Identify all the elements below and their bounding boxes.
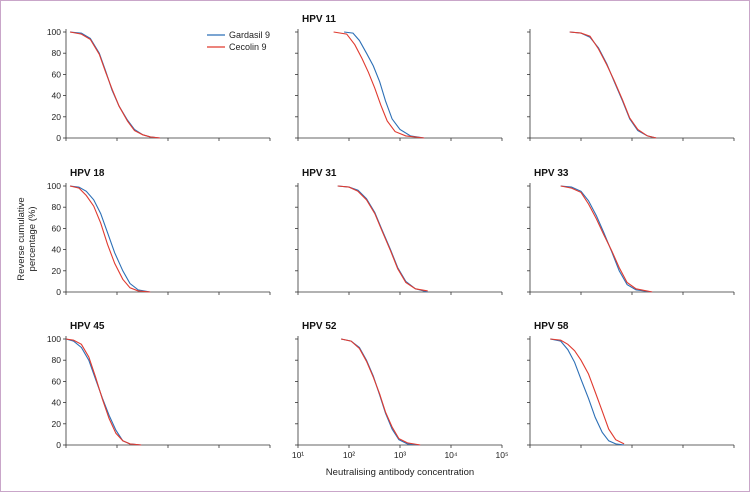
series-line-gardasil-9 — [337, 185, 428, 293]
panel-title: HPV 58 — [534, 321, 569, 332]
y-axis-label-line-2: percentage (%) — [27, 207, 38, 272]
y-axis-label-line-1: Reverse cumulative — [16, 197, 27, 280]
y-tick-label: 0 — [56, 287, 61, 297]
x-tick-label: 10³ — [394, 450, 406, 460]
series-line-cecolin-9 — [340, 338, 421, 446]
y-tick-label: 0 — [56, 133, 61, 143]
y-tick-label: 60 — [52, 376, 62, 386]
panel-title: HPV 31 — [302, 168, 337, 179]
series-line-gardasil-9 — [560, 185, 653, 293]
series-line-gardasil-9 — [65, 338, 142, 446]
legend-label: Cecolin 9 — [229, 42, 267, 52]
series-line-gardasil-9 — [344, 31, 425, 139]
series-line-cecolin-9 — [69, 31, 161, 139]
panel-title: HPV 52 — [302, 321, 337, 332]
y-tick-label: 20 — [52, 112, 62, 122]
y-tick-label: 60 — [52, 223, 62, 233]
y-tick-label: 80 — [52, 355, 62, 365]
series-line-cecolin-9 — [337, 185, 428, 292]
series-line-cecolin-9 — [333, 31, 425, 139]
series-line-cecolin-9 — [65, 338, 142, 446]
x-tick-label: 10² — [343, 450, 355, 460]
series-line-cecolin-9 — [550, 338, 625, 445]
panel-title: HPV 11 — [302, 14, 336, 25]
y-tick-label: 40 — [52, 398, 62, 408]
y-tick-label: 20 — [52, 419, 62, 429]
panel-8: HPV 52 — [295, 321, 503, 448]
series-line-gardasil-9 — [69, 31, 161, 139]
y-tick-label: 100 — [47, 27, 61, 37]
y-tick-label: 40 — [52, 245, 62, 255]
panel-4: HPV 18 0 20 40 60 80 100 — [47, 168, 271, 297]
panel-5: HPV 31 — [295, 168, 503, 295]
series-line-gardasil-9 — [569, 31, 657, 139]
panel-3 — [527, 29, 735, 141]
panel-title: HPV 18 — [70, 168, 105, 179]
panel-2: HPV 11 — [295, 14, 503, 141]
y-tick-label: 100 — [47, 334, 61, 344]
panel-7: HPV 45 0 20 40 60 80 100 — [47, 321, 271, 450]
legend-label: Gardasil 9 — [229, 30, 270, 40]
panel-title: HPV 33 — [534, 168, 569, 179]
y-tick-label: 0 — [56, 440, 61, 450]
panel-9: HPV 58 — [527, 321, 735, 448]
x-tick-label: 10⁵ — [496, 450, 509, 460]
series-line-gardasil-9 — [69, 185, 151, 293]
x-axis-label: Neutralising antibody concentration — [326, 467, 474, 478]
x-tick-label: 10¹ — [292, 450, 304, 460]
series-line-cecolin-9 — [69, 185, 151, 293]
series-line-cecolin-9 — [569, 31, 657, 139]
series-line-cecolin-9 — [560, 185, 653, 293]
y-tick-label: 100 — [47, 181, 61, 191]
panel-6: HPV 33 — [527, 168, 735, 295]
y-tick-label: 40 — [52, 91, 62, 101]
series-line-gardasil-9 — [550, 338, 625, 446]
y-tick-label: 80 — [52, 202, 62, 212]
x-tick-label: 10⁴ — [444, 450, 457, 460]
y-tick-label: 80 — [52, 48, 62, 58]
panel-1: 0 20 40 60 80 100 — [47, 27, 271, 143]
y-tick-label: 60 — [52, 69, 62, 79]
panel-title: HPV 45 — [70, 321, 105, 332]
y-tick-label: 20 — [52, 266, 62, 276]
series-line-gardasil-9 — [340, 338, 421, 446]
y-axis-label: Reverse cumulativepercentage (%) — [16, 197, 38, 280]
